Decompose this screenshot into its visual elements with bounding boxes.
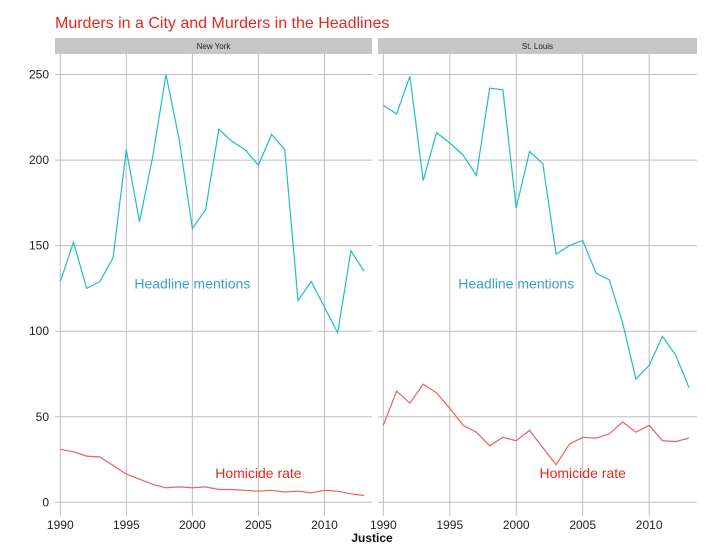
y-tick-label: 250 [29, 68, 49, 82]
x-tick-label: 2005 [245, 518, 272, 532]
x-tick-label: 1990 [370, 518, 397, 532]
panel-1: St. Louis 1990 1995 2000 2005 2010 Headline me… [370, 38, 697, 532]
annotation-headline: Headline mentions [458, 275, 574, 291]
y-tick-label: 50 [36, 410, 50, 424]
panel-0: New York 0 50 100 150 200 250 1990 1995 2000 2005 2… [29, 38, 372, 532]
x-tick-label: 2010 [636, 518, 663, 532]
x-tick-label: 1995 [436, 518, 463, 532]
strip-label: New York [197, 42, 232, 51]
series-line-homicide [60, 448, 365, 497]
strip-background [55, 38, 372, 54]
x-tick-label: 1995 [113, 518, 140, 532]
series-line-headline [382, 76, 690, 388]
x-tick-label: 2000 [503, 518, 530, 532]
panels: New York 0 50 100 150 200 250 1990 1995 2000 2005 2… [29, 38, 697, 532]
series-line-headline [59, 74, 365, 335]
y-tick-label: 200 [29, 153, 49, 167]
x-tick-label: 2010 [311, 518, 338, 532]
x-tick-label: 1990 [47, 518, 74, 532]
annotation-homicide: Homicide rate [540, 465, 627, 481]
annotation-homicide: Homicide rate [215, 465, 302, 481]
chart-title: Murders in a City and Murders in the Hea… [55, 15, 389, 32]
x-tick-label: 2000 [179, 518, 206, 532]
y-tick-label: 100 [29, 324, 49, 338]
series-line-homicide [382, 383, 690, 466]
strip-background [378, 38, 697, 54]
x-axis-label: Justice [351, 531, 393, 545]
strip-label: St. Louis [522, 42, 553, 51]
x-tick-label: 2005 [569, 518, 596, 532]
y-tick-label: 0 [42, 495, 49, 509]
annotation-headline: Headline mentions [134, 275, 250, 291]
y-tick-label: 150 [29, 239, 49, 253]
